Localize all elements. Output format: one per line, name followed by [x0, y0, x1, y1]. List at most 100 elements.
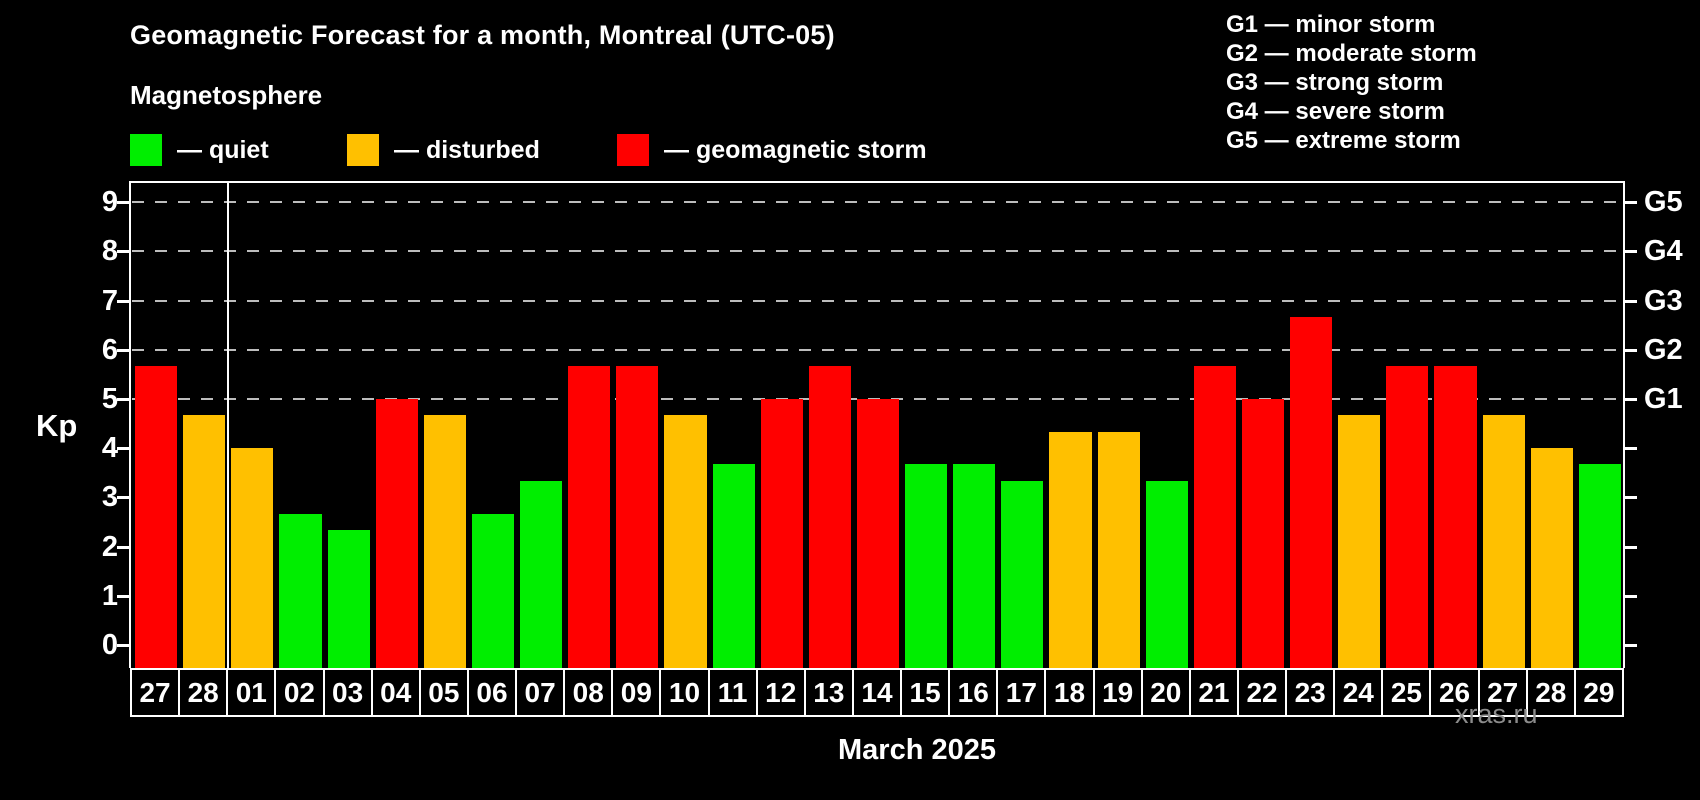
y-tick-label: 5 [101, 383, 118, 415]
date-label: 09 [611, 668, 662, 717]
date-label: 12 [755, 668, 806, 717]
legend-item-storm: — geomagnetic storm [617, 134, 927, 166]
y-tick-label: 7 [101, 284, 118, 317]
kp-bar [1482, 415, 1525, 668]
legend-item-disturbed: — disturbed [347, 134, 540, 166]
date-label: 17 [996, 668, 1047, 717]
y-tick-label: 2 [101, 530, 118, 563]
date-label: 19 [1092, 668, 1143, 717]
kp-bar [1434, 366, 1477, 668]
y-tick-left [117, 644, 129, 647]
storm-swatch-icon [617, 134, 649, 166]
date-label: 21 [1188, 668, 1239, 717]
g-level-label: G3 [1644, 284, 1683, 317]
kp-bar [1578, 464, 1621, 668]
kp-bar [856, 399, 900, 668]
legend-label-disturbed: — disturbed [394, 135, 540, 164]
y-tick-left [117, 299, 129, 303]
y-tick-right [1625, 644, 1637, 647]
y-tick-label: 6 [101, 333, 118, 366]
date-label: 11 [707, 668, 758, 717]
date-label: 22 [1236, 668, 1288, 717]
kp-bar [231, 448, 274, 668]
kp-bar [664, 415, 707, 668]
watermark: xras.ru [1455, 699, 1538, 729]
g-scale-legend-line: G3 — strong storm [1226, 69, 1444, 96]
kp-bar [1001, 481, 1044, 668]
y-tick-right [1625, 250, 1637, 254]
grid-line [132, 250, 1623, 253]
y-tick-right [1625, 447, 1637, 451]
month-separator-line [227, 183, 230, 668]
y-tick-label: 0 [101, 629, 118, 661]
date-label: 16 [948, 668, 999, 717]
date-label: 23 [1285, 668, 1336, 717]
date-label: 06 [466, 668, 518, 717]
chart-subtitle: Magnetosphere [130, 80, 323, 110]
kp-bar [953, 464, 996, 668]
legend-label-quiet: — quiet [177, 135, 269, 164]
date-label: 18 [1044, 668, 1095, 717]
kp-bar [1290, 316, 1333, 668]
date-label: 27 [130, 668, 181, 717]
kp-bar [905, 464, 948, 668]
g-scale-legend-line: G4 — severe storm [1226, 98, 1445, 125]
quiet-swatch-icon [130, 134, 162, 166]
kp-bar [1386, 366, 1429, 668]
kp-bar [1193, 366, 1236, 668]
kp-bar [279, 513, 322, 668]
page-title: Geomagnetic Forecast for a month, Montre… [130, 20, 835, 50]
plot-frame [129, 181, 1625, 668]
y-tick-label: 3 [101, 481, 118, 514]
date-label: 15 [900, 668, 951, 717]
grid-line [132, 299, 1623, 302]
y-tick-left [117, 496, 129, 500]
kp-bar [1049, 431, 1092, 668]
kp-bar [471, 513, 515, 668]
g-level-label: G2 [1644, 333, 1683, 366]
kp-bar [135, 366, 178, 668]
y-tick-right [1625, 299, 1637, 303]
kp-bar [1097, 431, 1140, 668]
kp-bar [520, 481, 563, 668]
y-tick-right [1625, 545, 1637, 549]
kp-bar [1338, 415, 1381, 668]
x-axis-month-label: March 2025 [838, 734, 996, 766]
g-level-label: G4 [1644, 235, 1683, 268]
kp-bar [375, 399, 418, 668]
kp-bar [1241, 399, 1285, 668]
y-tick-left [117, 447, 129, 451]
y-tick-left [117, 201, 129, 205]
date-label: 03 [322, 668, 373, 717]
g-level-label: G1 [1644, 383, 1683, 415]
y-tick-left [117, 398, 129, 401]
y-tick-left [117, 594, 129, 598]
legend-label-storm: — geomagnetic storm [664, 135, 927, 164]
kp-bar [568, 366, 611, 668]
g-level-label: G5 [1644, 186, 1683, 219]
grid-line [132, 348, 1623, 351]
disturbed-swatch-icon [347, 134, 379, 166]
date-label: 05 [418, 668, 469, 717]
date-label: 20 [1140, 668, 1191, 717]
date-label: 24 [1333, 668, 1384, 717]
kp-bar [616, 366, 659, 668]
date-label: 25 [1381, 668, 1432, 717]
date-label: 14 [851, 668, 903, 717]
kp-axis-label: Kp [36, 408, 78, 443]
g-scale-legend-line: G2 — moderate storm [1226, 40, 1477, 67]
y-tick-label: 9 [101, 186, 118, 219]
kp-bar [1530, 448, 1573, 668]
y-tick-right [1625, 398, 1637, 401]
y-tick-left [117, 545, 129, 549]
y-tick-label: 1 [101, 579, 118, 612]
y-tick-label: 8 [101, 235, 118, 268]
grid-line [132, 201, 1623, 204]
date-label: 04 [370, 668, 421, 717]
y-tick-left [117, 348, 129, 352]
legend-item-quiet: — quiet [130, 134, 269, 166]
date-label: 28 [178, 668, 229, 717]
kp-bar [183, 415, 226, 668]
date-label: 10 [659, 668, 710, 717]
